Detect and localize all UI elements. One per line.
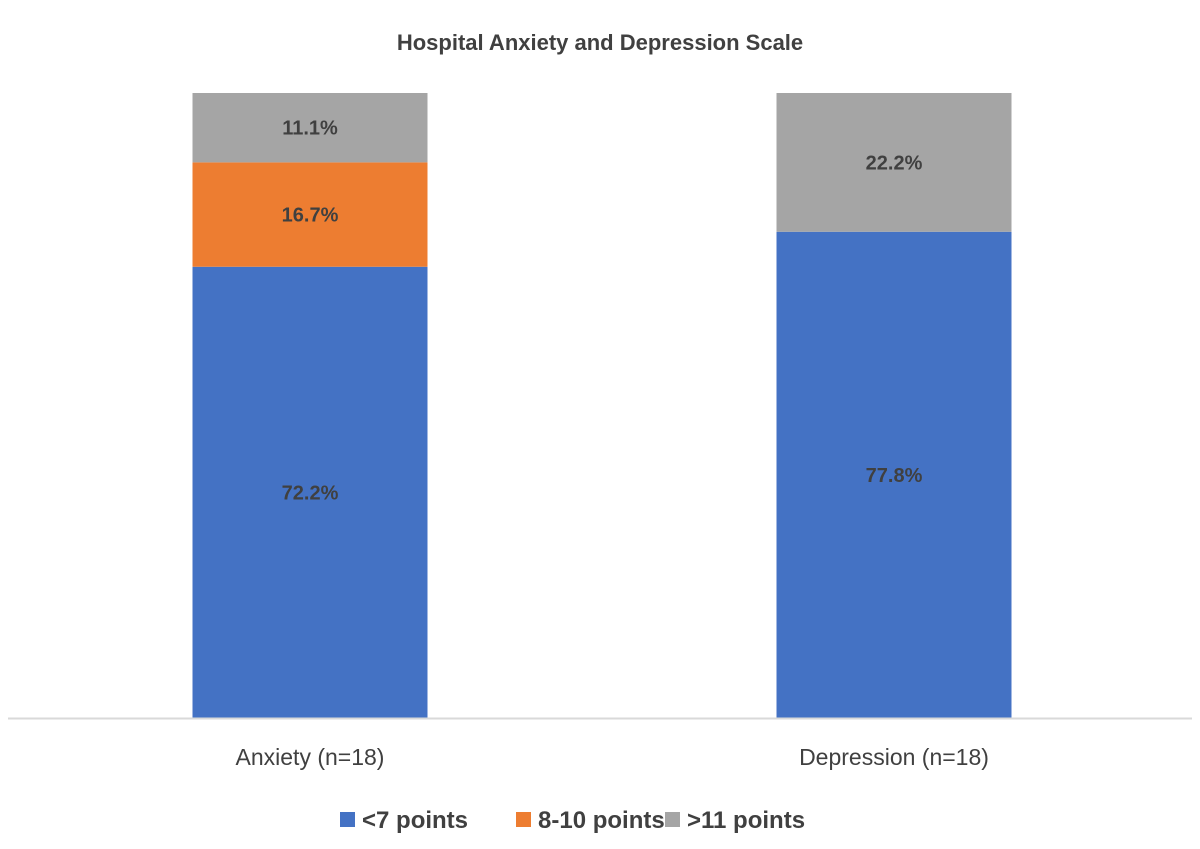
legend-swatch-8-10 — [516, 812, 531, 827]
x-tick-label-depression: Depression (n=18) — [799, 744, 989, 770]
legend-label-lt7: <7 points — [362, 807, 468, 834]
x-tick-label-anxiety: Anxiety (n=18) — [236, 744, 385, 770]
data-label-anxiety-n-18-series-2: 11.1% — [282, 118, 338, 140]
data-label-depression-n-18-series-2: 22.2% — [866, 152, 923, 174]
legend-swatch-lt7 — [340, 812, 355, 827]
legend-label-8-10: 8-10 points — [538, 807, 665, 834]
legend-swatch-gt11 — [665, 812, 680, 827]
bar-anxiety-n-18-series-1 — [192, 162, 428, 267]
legend-label-gt11: >11 points — [687, 807, 805, 834]
data-label-anxiety-n-18-series-1: 16.7% — [282, 205, 339, 227]
bar-anxiety-n-18-series-2 — [192, 93, 428, 163]
legend: <7 points 8-10 points >11 points — [340, 807, 805, 834]
bars-group: 72.2% 16.7% 11.1% 77.8% 22.2% — [192, 93, 1012, 718]
chart-title: Hospital Anxiety and Depression Scale — [397, 30, 803, 55]
bar-depression-n-18-series-0 — [776, 231, 1012, 718]
bar-anxiety-n-18-series-0 — [192, 266, 428, 718]
data-label-depression-n-18-series-0: 77.8% — [866, 465, 923, 487]
data-label-anxiety-n-18-series-0: 72.2% — [282, 482, 339, 504]
bar-depression-n-18-series-2 — [776, 93, 1012, 232]
